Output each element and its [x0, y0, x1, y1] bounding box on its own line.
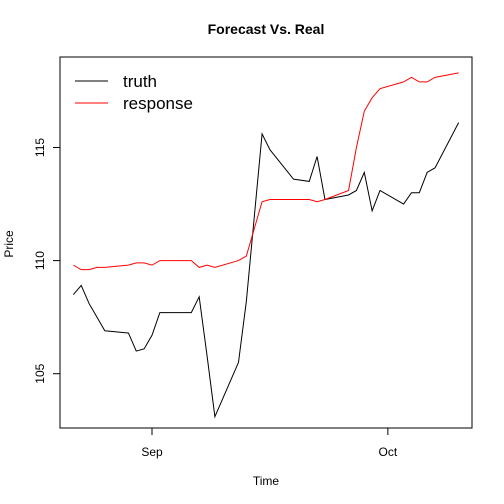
- x-tick-label: Oct: [379, 445, 398, 459]
- series-line: [73, 72, 459, 271]
- series-line: [72, 122, 460, 419]
- y-axis-label: Price: [2, 230, 16, 258]
- plot-box: [59, 56, 473, 429]
- x-axis-label: Time: [253, 474, 280, 488]
- y-tick-label: 110: [33, 251, 47, 270]
- legend-label: response: [123, 94, 193, 113]
- y-tick-label: 115: [33, 138, 47, 157]
- legend-label: truth: [123, 72, 157, 91]
- chart-title: Forecast Vs. Real: [208, 21, 325, 37]
- y-tick-label: 105: [33, 363, 47, 383]
- x-tick-label: Sep: [141, 445, 163, 459]
